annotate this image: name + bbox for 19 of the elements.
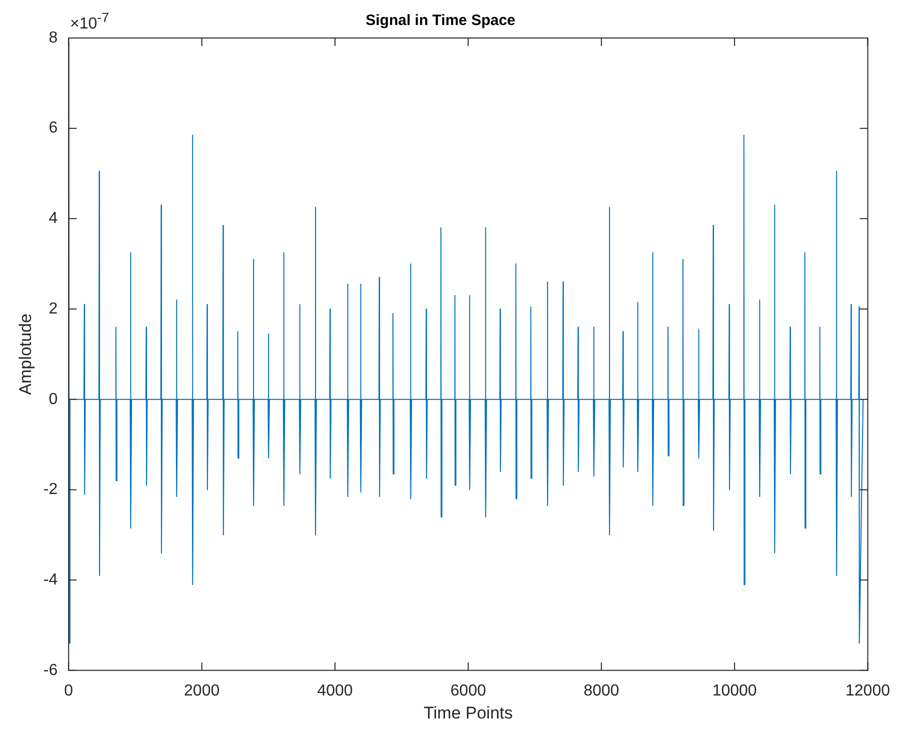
chart-title: Signal in Time Space <box>366 12 516 30</box>
y-tick-label: -4 <box>43 571 58 588</box>
y-tick-label: 8 <box>48 29 58 46</box>
y-tick-label: 6 <box>48 120 58 137</box>
x-tick-label: 12000 <box>846 682 890 700</box>
x-tick-label: 10000 <box>712 682 757 700</box>
y-tick-label: 2 <box>48 300 58 318</box>
x-tick-label: 8000 <box>584 682 620 700</box>
y-tick-label: 0 <box>48 390 58 408</box>
y-tick-label: -2 <box>43 481 58 498</box>
x-tick-label: 0 <box>64 682 74 700</box>
y-axis-title: Amplotude <box>16 314 35 395</box>
x-tick-label: 2000 <box>184 682 220 700</box>
text: ×10$^{-7}$ <box>70 10 109 34</box>
x-axis-title: Time Points <box>424 703 513 722</box>
x-tick-label: 4000 <box>317 682 353 700</box>
y-tick-label: 4 <box>48 210 58 228</box>
y-tick-label: -6 <box>43 662 58 679</box>
x-tick-label: 6000 <box>450 682 486 700</box>
